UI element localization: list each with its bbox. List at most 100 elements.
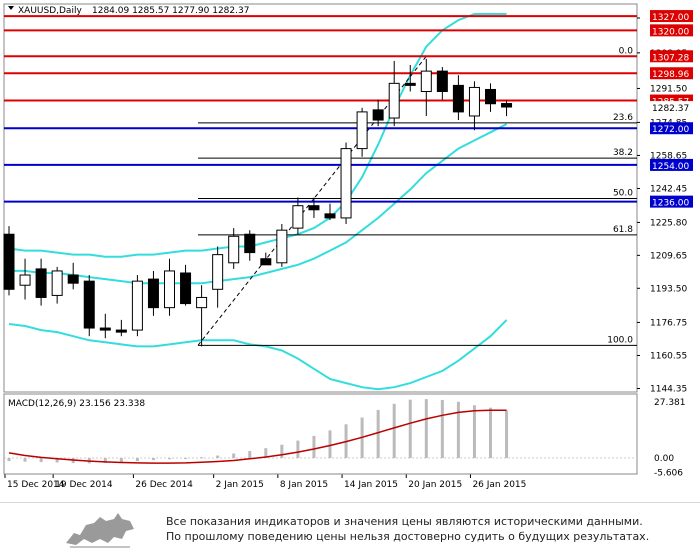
candle-bull bbox=[340, 148, 352, 219]
date-tick-label: 8 Jan 2015 bbox=[280, 480, 328, 490]
candle-bear bbox=[372, 109, 384, 121]
candle-bear bbox=[180, 272, 192, 305]
macd-hist-bar bbox=[39, 458, 43, 463]
candle-bear bbox=[244, 233, 256, 254]
price-tick-label: 1160.55 bbox=[650, 351, 687, 361]
symbol-dropdown-icon[interactable] bbox=[8, 6, 14, 10]
candle-bear bbox=[308, 205, 320, 211]
macd-hist-bar bbox=[7, 458, 11, 462]
candle-bull bbox=[228, 235, 240, 264]
macd-hist-bar bbox=[103, 458, 107, 463]
level-label: 1327.00 bbox=[652, 13, 689, 23]
macd-hist-bar bbox=[472, 405, 476, 458]
disclaimer-footer: Все показания индикаторов и значения цен… bbox=[0, 502, 700, 553]
fib-level-label: 23.6 bbox=[613, 113, 633, 123]
macd-hist-bar bbox=[440, 399, 444, 458]
price-tick-label: 1291.50 bbox=[650, 84, 687, 94]
level-label-bg bbox=[650, 67, 693, 80]
fib-level-label: 38.2 bbox=[613, 148, 633, 158]
candle-bear bbox=[3, 233, 15, 290]
date-tick-label: 2 Jan 2015 bbox=[216, 480, 264, 490]
macd-scale-zero: 0.00 bbox=[654, 454, 674, 464]
macd-hist-bar bbox=[424, 399, 428, 458]
candle-bear bbox=[260, 258, 272, 266]
macd-hist-bar bbox=[408, 399, 412, 458]
symbol-label: XAUUSD,Daily bbox=[18, 6, 82, 16]
candle-bear bbox=[99, 327, 111, 331]
macd-hist-bar bbox=[232, 453, 236, 458]
macd-hist-bar bbox=[184, 458, 188, 459]
price-tick-label: 1242.45 bbox=[650, 184, 687, 194]
macd-hist-bar bbox=[168, 458, 171, 460]
macd-hist-bar bbox=[23, 458, 27, 462]
current-price-label: 1282.37 bbox=[652, 104, 689, 114]
candle-bear bbox=[147, 278, 159, 309]
macd-hist-bar bbox=[456, 401, 460, 458]
price-tick-label: 1209.65 bbox=[650, 251, 687, 261]
candle-bull bbox=[356, 111, 368, 150]
candle-bull bbox=[276, 229, 288, 264]
macd-hist-bar bbox=[328, 430, 332, 458]
level-label-bg bbox=[650, 10, 693, 23]
price-tick-label: 1144.35 bbox=[650, 385, 687, 395]
macd-hist-bar bbox=[151, 458, 155, 461]
candle-bear bbox=[115, 329, 127, 333]
candle-bull bbox=[196, 296, 208, 309]
fib-level-label: 61.8 bbox=[613, 225, 633, 235]
macd-hist-bar bbox=[135, 458, 139, 462]
candle-bull bbox=[19, 274, 31, 286]
disclaimer-line-2: По прошлому поведению цены нельзя достов… bbox=[166, 530, 650, 543]
macd-signal-line bbox=[8, 409, 507, 464]
macd-hist-bar bbox=[216, 455, 220, 458]
fib-level-label: 100.0 bbox=[607, 335, 633, 345]
level-label-bg bbox=[650, 50, 693, 63]
macd-hist-bar bbox=[505, 410, 509, 458]
fib-level-label: 50.0 bbox=[613, 189, 633, 199]
date-tick-label: 15 Dec 2014 bbox=[7, 480, 65, 490]
date-tick-label: 14 Jan 2015 bbox=[344, 480, 398, 490]
candle-bear bbox=[452, 84, 464, 113]
price-tick-label: 1193.50 bbox=[650, 284, 687, 294]
macd-hist-bar bbox=[392, 403, 396, 458]
macd-scale-bottom: -5.606 bbox=[654, 468, 683, 478]
price-tick-label: 1225.80 bbox=[650, 218, 687, 228]
candle-bear bbox=[501, 103, 513, 108]
level-label-bg bbox=[650, 195, 693, 208]
date-tick-label: 20 Jan 2015 bbox=[408, 480, 462, 490]
price-tick-label: 1258.65 bbox=[650, 151, 687, 161]
candle-bear bbox=[436, 70, 448, 93]
candle-bear bbox=[35, 268, 47, 298]
macd-hist-bar bbox=[280, 444, 284, 458]
date-tick-label: 26 Dec 2014 bbox=[135, 480, 193, 490]
macd-hist-bar bbox=[376, 409, 380, 458]
main-panel-frame bbox=[3, 3, 638, 393]
fib-level-label: 0.0 bbox=[619, 46, 634, 56]
bollinger-lower-line bbox=[8, 319, 508, 391]
candle-bear bbox=[404, 82, 416, 86]
macd-hist-bar bbox=[312, 435, 316, 458]
level-label: 1236.00 bbox=[652, 199, 689, 209]
level-label: 1298.96 bbox=[652, 70, 689, 80]
level-label-bg bbox=[650, 24, 693, 37]
macd-hist-bar bbox=[489, 407, 492, 458]
macd-hist-bar bbox=[296, 440, 300, 458]
macd-hist-bar bbox=[119, 458, 123, 463]
bollinger-middle-line bbox=[9, 123, 508, 285]
level-label: 1320.00 bbox=[652, 27, 689, 37]
price-chart: 1326.051308.951291.501274.851258.651242.… bbox=[3, 3, 693, 490]
macd-hist-bar bbox=[264, 448, 268, 458]
date-tick-label: 19 Dec 2014 bbox=[55, 480, 113, 490]
macd-hist-bar bbox=[55, 458, 59, 463]
level-label: 1254.00 bbox=[652, 162, 689, 172]
candle-bear bbox=[324, 213, 336, 219]
ohlc-values: 1284.09 1285.57 1277.90 1282.37 bbox=[92, 6, 249, 16]
level-label: 1272.00 bbox=[652, 125, 689, 135]
candle-bear bbox=[67, 274, 79, 284]
macd-scale-top: 27.381 bbox=[654, 398, 686, 408]
candle-bear bbox=[83, 280, 95, 329]
candle-bull bbox=[212, 254, 224, 290]
level-label: 1307.28 bbox=[652, 53, 689, 63]
candle-bull bbox=[131, 280, 143, 331]
candle-bear bbox=[485, 88, 496, 105]
